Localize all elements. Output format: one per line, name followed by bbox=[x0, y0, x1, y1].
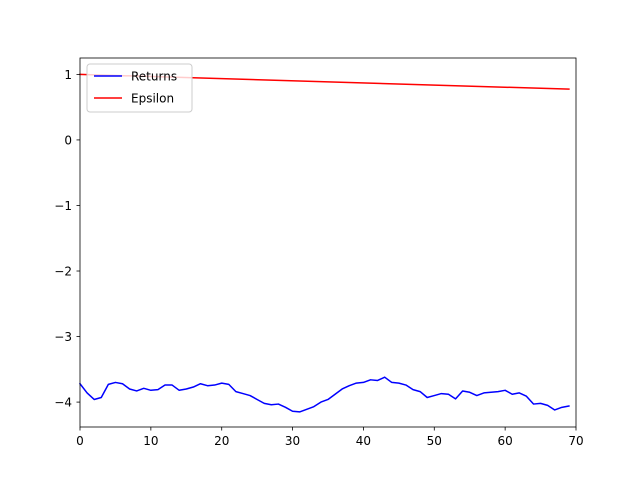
x-tick-label: 40 bbox=[356, 434, 371, 448]
axes-frame bbox=[79, 57, 577, 428]
x-tick-label: 10 bbox=[143, 434, 158, 448]
y-tick-label: −2 bbox=[54, 265, 72, 279]
axes-border bbox=[79, 57, 577, 428]
legend: Returns Epsilon bbox=[86, 63, 193, 113]
y-tick-label: −3 bbox=[54, 330, 72, 344]
y-tick-label: 1 bbox=[64, 68, 72, 82]
y-tick-label: 0 bbox=[64, 133, 72, 147]
x-tick-label: 70 bbox=[568, 434, 583, 448]
legend-label-returns: Returns bbox=[131, 70, 177, 84]
x-tick-label: 0 bbox=[76, 434, 84, 448]
x-tick-label: 30 bbox=[285, 434, 300, 448]
x-tick-label: 20 bbox=[214, 434, 229, 448]
x-tick-label: 60 bbox=[498, 434, 513, 448]
series-line-returns bbox=[78, 376, 570, 413]
y-tick-label: −1 bbox=[54, 199, 72, 213]
y-tick-label: −4 bbox=[54, 396, 72, 410]
x-tick-label: 50 bbox=[427, 434, 442, 448]
legend-label-epsilon: Epsilon bbox=[131, 92, 174, 106]
